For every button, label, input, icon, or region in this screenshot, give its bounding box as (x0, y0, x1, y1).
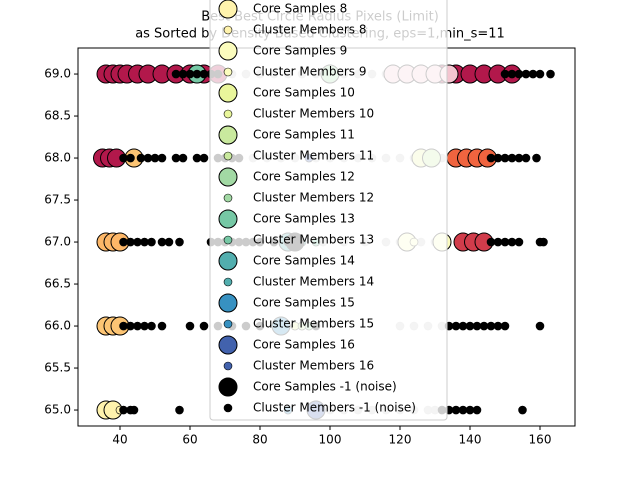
point (157, 153, 167, 163)
legend-label: Cluster Members -1 (noise) (253, 401, 416, 415)
legend-marker (218, 293, 238, 313)
legend-marker (218, 41, 238, 61)
x-tick-label: 100 (319, 433, 342, 447)
point (199, 153, 209, 163)
legend-marker (218, 125, 238, 145)
legend-marker (223, 277, 233, 287)
legend-marker (218, 335, 238, 355)
point (178, 153, 188, 163)
legend-marker (218, 83, 238, 103)
y-tick-label: 66.5 (44, 277, 71, 291)
y-tick-label: 66.0 (44, 319, 71, 333)
x-tick-label: 80 (252, 433, 267, 447)
x-tick-label: 160 (529, 433, 552, 447)
y-tick-label: 67.0 (44, 235, 71, 249)
legend-label: Cluster Members 14 (253, 275, 374, 289)
legend-label: Cluster Members 9 (253, 65, 366, 79)
legend-marker (223, 25, 233, 35)
legend-marker (218, 167, 238, 187)
legend-label: Core Samples 9 (253, 44, 347, 58)
point (126, 153, 135, 163)
legend-label: Cluster Members 12 (253, 191, 374, 205)
point (535, 69, 545, 79)
point (518, 405, 527, 415)
legend-label: Cluster Members 15 (253, 317, 374, 331)
legend-marker (223, 67, 233, 77)
y-tick-label: 68.5 (44, 109, 71, 123)
legend-marker (218, 209, 238, 229)
legend-label: Core Samples 12 (253, 170, 355, 184)
y-tick-label: 65.0 (44, 403, 71, 417)
point (175, 237, 184, 247)
legend-marker (223, 235, 233, 245)
legend-label: Cluster Members 13 (253, 233, 374, 247)
point (521, 153, 531, 163)
point (129, 405, 139, 415)
legend-marker (218, 377, 238, 397)
legend-marker (223, 319, 233, 329)
legend-label: Cluster Members 16 (253, 359, 374, 373)
x-tick-label: 120 (389, 433, 412, 447)
point (164, 237, 174, 247)
legend-marker (223, 361, 233, 371)
point (185, 321, 195, 331)
legend-label: Core Samples 10 (253, 86, 355, 100)
point (532, 153, 541, 163)
y-tick-label: 65.5 (44, 361, 71, 375)
legend-label: Core Samples 15 (253, 296, 355, 310)
legend-label: Cluster Members 10 (253, 107, 374, 121)
legend-marker (218, 251, 238, 271)
y-tick-label: 67.5 (44, 193, 71, 207)
point (514, 237, 524, 247)
legend-box (209, 0, 448, 421)
legend-marker (218, 0, 238, 19)
point (175, 405, 184, 415)
x-tick-label: 140 (459, 433, 482, 447)
legend-label: Core Samples 14 (253, 254, 355, 268)
y-tick-label: 68.0 (44, 151, 71, 165)
x-tick-label: 60 (182, 433, 197, 447)
legend-label: Cluster Members 11 (253, 149, 374, 163)
legend-marker (223, 109, 233, 119)
legend-marker (223, 151, 233, 161)
legend-label: Core Samples 16 (253, 338, 355, 352)
x-tick-label: 40 (112, 433, 127, 447)
point (147, 237, 156, 247)
legend-marker (223, 193, 233, 203)
point (147, 321, 156, 331)
legend-label: Core Samples 13 (253, 212, 355, 226)
legend-label: Cluster Members 8 (253, 23, 366, 37)
point (157, 321, 167, 331)
point (535, 321, 545, 331)
legend-label: Core Samples -1 (noise) (253, 380, 397, 394)
point (546, 69, 555, 79)
point (472, 405, 482, 415)
legend-marker (223, 403, 233, 413)
point (539, 237, 548, 247)
legend-label: Core Samples 8 (253, 2, 347, 16)
point (500, 321, 510, 331)
legend-label: Core Samples 11 (253, 128, 355, 142)
y-tick-label: 69.0 (44, 67, 71, 81)
point (199, 321, 209, 331)
